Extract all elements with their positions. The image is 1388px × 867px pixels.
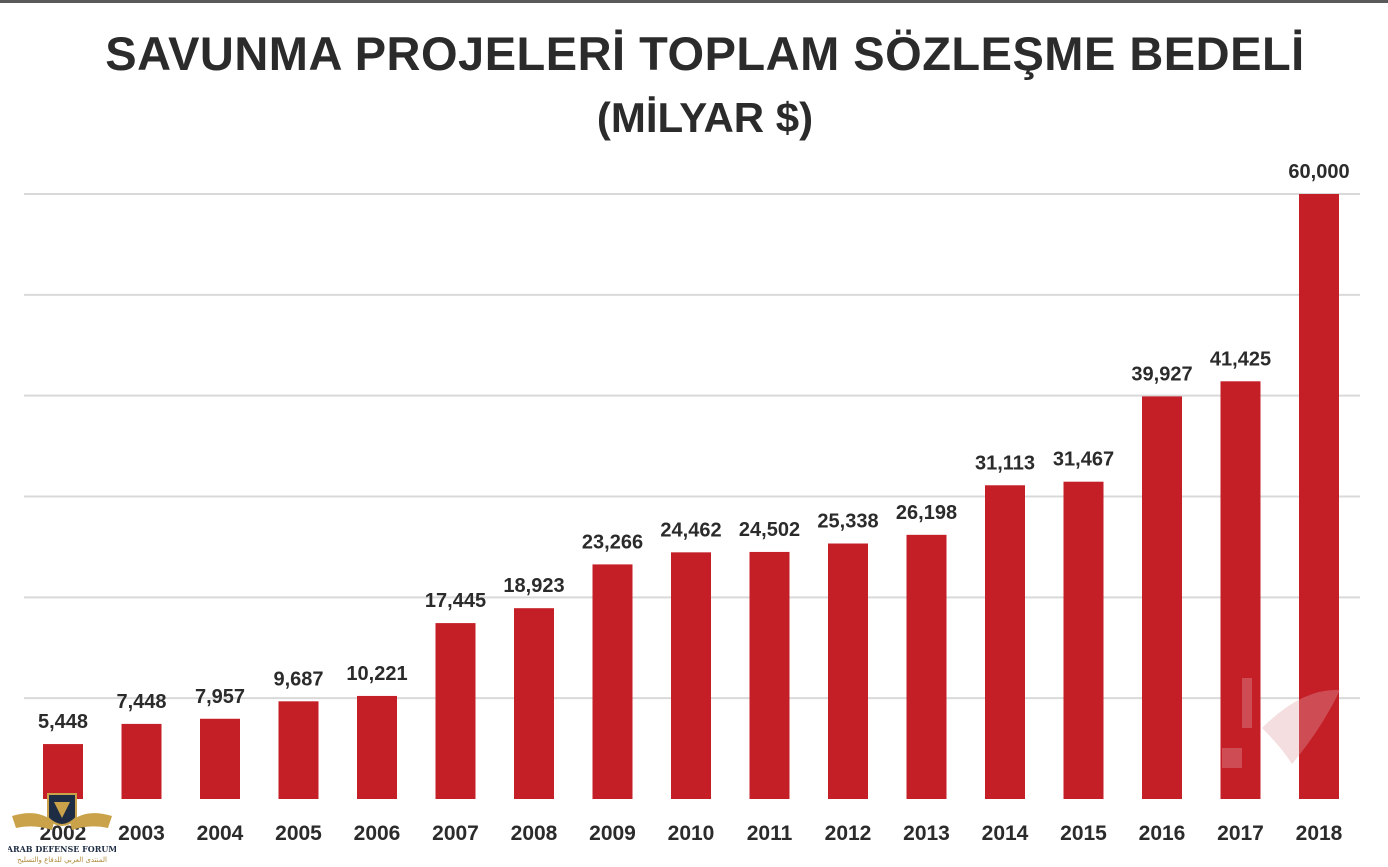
- data-label-2002: 5,448: [38, 711, 88, 733]
- data-label-2008: 18,923: [503, 575, 564, 597]
- data-label-2015: 31,467: [1053, 449, 1114, 471]
- x-tick-2017: 2017: [1217, 822, 1264, 845]
- bar-2002: [43, 744, 83, 799]
- x-tick-2008: 2008: [511, 822, 558, 845]
- bar-2004: [200, 718, 240, 799]
- bar-2017: [1220, 381, 1261, 799]
- data-labels: 5,448 7,448 7,957 9,687 10,221 17,445 18,923 23…: [38, 161, 1350, 733]
- data-label-2010: 24,462: [660, 519, 721, 541]
- data-label-2004: 7,957: [195, 686, 245, 708]
- data-label-2014: 31,113: [975, 452, 1035, 474]
- top-border: [0, 0, 1388, 3]
- x-tick-2006: 2006: [354, 822, 401, 845]
- x-tick-2003: 2003: [118, 822, 165, 845]
- bar-2016: [1142, 396, 1182, 799]
- x-tick-2013: 2013: [903, 822, 950, 845]
- x-tick-2012: 2012: [825, 822, 872, 845]
- watermark-line2: المنتدى العربي للدفاع والتسليح: [17, 856, 107, 864]
- data-label-2013: 26,198: [896, 502, 957, 524]
- x-tick-2011: 2011: [747, 822, 793, 845]
- bar-2011: [749, 551, 790, 799]
- data-label-2012: 25,338: [817, 511, 878, 533]
- x-tick-2010: 2010: [668, 822, 715, 845]
- chart-subtitle: (MİLYAR $): [596, 94, 814, 141]
- x-tick-2015: 2015: [1060, 822, 1107, 845]
- bar-2018: [1299, 194, 1339, 799]
- data-label-2007: 17,445: [425, 590, 486, 612]
- bar-2003: [121, 723, 162, 799]
- data-label-2005: 9,687: [273, 668, 323, 690]
- data-label-2016: 39,927: [1131, 363, 1192, 385]
- x-tick-labels: 2002 2003 2004 2005 2006 2007 2008 2009 2010 2011…: [40, 822, 1343, 845]
- bar-2015: [1063, 481, 1104, 799]
- x-tick-2018: 2018: [1296, 822, 1343, 845]
- data-label-2018: 60,000: [1288, 161, 1349, 183]
- bar-2005: [278, 701, 319, 799]
- watermark-wings-icon: [1222, 678, 1340, 768]
- bar-2006: [357, 695, 397, 799]
- bar-2009: [592, 564, 633, 799]
- data-label-2009: 23,266: [582, 531, 643, 553]
- bar-2008: [514, 608, 554, 799]
- x-tick-2014: 2014: [982, 822, 1029, 845]
- bars: [43, 194, 1339, 799]
- x-tick-2016: 2016: [1139, 822, 1186, 845]
- data-label-2006: 10,221: [346, 663, 407, 685]
- x-tick-2009: 2009: [589, 822, 636, 845]
- arab-defense-forum-logo-icon: ARAB DEFENSE FORUM المنتدى العربي للدفاع…: [8, 793, 116, 864]
- data-label-2003: 7,448: [116, 691, 166, 713]
- grid-lines: [24, 193, 1360, 700]
- x-tick-2005: 2005: [275, 822, 322, 845]
- watermark-line1: ARAB DEFENSE FORUM: [8, 844, 116, 854]
- x-tick-2004: 2004: [197, 822, 244, 845]
- data-label-2017: 41,425: [1210, 348, 1271, 370]
- x-tick-2007: 2007: [432, 822, 479, 845]
- data-label-2011: 24,502: [739, 519, 800, 541]
- bar-2013: [906, 534, 947, 799]
- bar-2010: [671, 552, 711, 799]
- bar-2012: [828, 543, 868, 799]
- chart-title: SAVUNMA PROJELERİ TOPLAM SÖZLEŞME BEDELİ: [105, 27, 1305, 80]
- bar-2014: [985, 485, 1025, 799]
- bar-2007: [435, 623, 476, 799]
